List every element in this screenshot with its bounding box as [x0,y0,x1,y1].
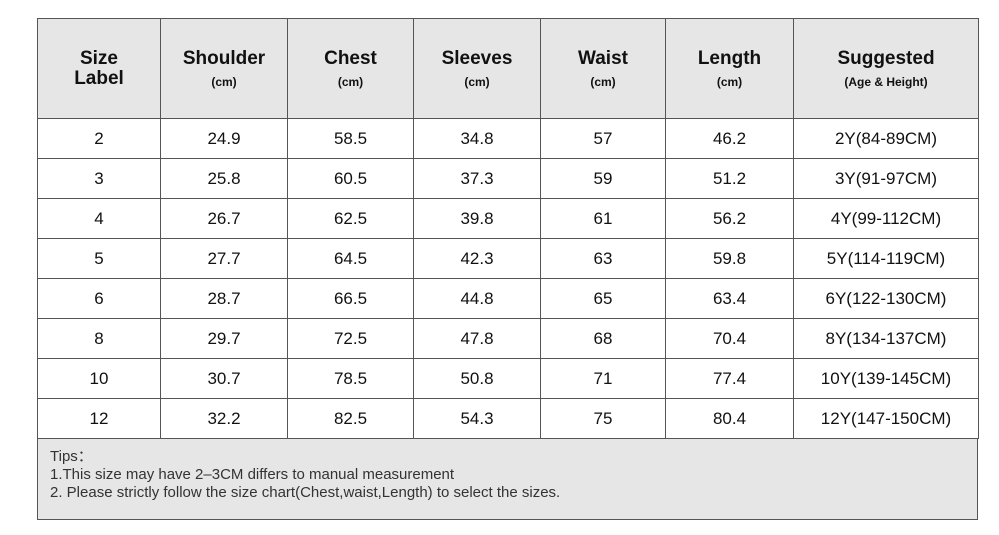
table-cell: 47.8 [413,318,541,359]
table-cell: 6 [37,278,161,319]
table-cell: 78.5 [287,358,414,399]
table-cell: 63 [540,238,666,279]
table-cell: 61 [540,198,666,239]
table-cell: 70.4 [665,318,794,359]
table-cell: 59 [540,158,666,199]
table-cell: 75 [540,398,666,439]
table-cell: 50.8 [413,358,541,399]
header-cell: Length (cm) [665,18,794,119]
table-cell: 10 [37,358,161,399]
table-row: 6 28.7 66.5 44.8 65 63.4 6Y(122-130CM) [37,278,979,319]
table-cell: 37.3 [413,158,541,199]
table-cell: 4 [37,198,161,239]
table-row: 12 32.2 82.5 54.3 75 80.4 12Y(147-150CM) [37,398,979,439]
table-cell: 60.5 [287,158,414,199]
table-cell: 58.5 [287,118,414,159]
table-cell: 30.7 [160,358,288,399]
header-unit: (cm) [590,74,616,89]
table-row: 3 25.8 60.5 37.3 59 51.2 3Y(91-97CM) [37,158,979,199]
header-title: Waist [578,47,628,69]
table-cell: 65 [540,278,666,319]
tip-line: 1.This size may have 2–3CM differs to ma… [50,466,455,483]
table-cell: 25.8 [160,158,288,199]
table-cell: 72.5 [287,318,414,359]
table-cell: 8Y(134-137CM) [793,318,979,359]
header-unit: (cm) [716,74,743,89]
header-title: Suggested [837,47,935,69]
tip-line: 2. Please strictly follow the size chart… [50,484,561,501]
table-cell: 26.7 [160,198,288,239]
header-cell: Sleeves (cm) [413,18,541,119]
table-cell: 32.2 [160,398,288,439]
table-cell: 3Y(91-97CM) [793,158,979,199]
table-cell: 29.7 [160,318,288,359]
table-row: 10 30.7 78.5 50.8 71 77.4 10Y(139-145CM) [37,358,979,399]
table-cell: 2 [37,118,161,159]
header-unit: (Age & Height) [844,74,928,89]
table-cell: 46.2 [665,118,794,159]
header-row: Size Label Shoulder (cm) Chest (cm) Sleeves (c… [37,18,979,119]
header-cell: Size Label [37,18,161,119]
header-title: Sleeves [441,47,513,69]
header-title: Shoulder [182,47,266,69]
table-cell: 59.8 [665,238,794,279]
table-cell: 44.8 [413,278,541,319]
table-cell: 77.4 [665,358,794,399]
table-cell: 2Y(84-89CM) [793,118,979,159]
size-table: Size Label Shoulder (cm) Chest (cm) Sleeves (c… [37,18,979,439]
tips: Tips： 1.This size may have 2–3CM differs … [37,439,978,520]
table-cell: 4Y(99-112CM) [793,198,979,239]
table-cell: 42.3 [413,238,541,279]
table-cell: 6Y(122-130CM) [793,278,979,319]
header-unit: (cm) [337,74,364,89]
header-unit: (cm) [211,74,237,89]
header-unit: (cm) [464,74,490,89]
table-cell: 28.7 [160,278,288,319]
table-cell: 10Y(139-145CM) [793,358,979,399]
table-cell: 51.2 [665,158,794,199]
header-cell: Shoulder (cm) [160,18,288,119]
tip-line: Tips： [50,448,93,465]
table-row: 5 27.7 64.5 42.3 63 59.8 5Y(114-119CM) [37,238,979,279]
table-cell: 57 [540,118,666,159]
table-cell: 34.8 [413,118,541,159]
header-title: Length [697,47,762,69]
table-row: 2 24.9 58.5 34.8 57 46.2 2Y(84-89CM) [37,118,979,159]
table-cell: 54.3 [413,398,541,439]
table-cell: 5 [37,238,161,279]
table-body: 2 24.9 58.5 34.8 57 46.2 2Y(84-89CM) 3 25.8 60.5 3… [37,118,979,439]
header-cell: Chest (cm) [287,18,414,119]
table-cell: 66.5 [287,278,414,319]
table-cell: 64.5 [287,238,414,279]
table-cell: 56.2 [665,198,794,239]
table-cell: 5Y(114-119CM) [793,238,979,279]
size-chart: Size Label Shoulder (cm) Chest (cm) Sleeves (c… [37,18,979,520]
header-cell: Suggested (Age & Height) [793,18,979,119]
table-cell: 24.9 [160,118,288,159]
header-cell: Waist (cm) [540,18,666,119]
header-title: Size Label [74,47,124,89]
table-cell: 8 [37,318,161,359]
table-cell: 62.5 [287,198,414,239]
table-cell: 3 [37,158,161,199]
table-cell: 71 [540,358,666,399]
table-cell: 27.7 [160,238,288,279]
table-row: 8 29.7 72.5 47.8 68 70.4 8Y(134-137CM) [37,318,979,359]
table-cell: 12 [37,398,161,439]
table-cell: 39.8 [413,198,541,239]
table-cell: 80.4 [665,398,794,439]
table-cell: 68 [540,318,666,359]
header-title: Chest [324,47,377,69]
table-cell: 82.5 [287,398,414,439]
table-cell: 12Y(147-150CM) [793,398,979,439]
table-row: 4 26.7 62.5 39.8 61 56.2 4Y(99-112CM) [37,198,979,239]
table-cell: 63.4 [665,278,794,319]
